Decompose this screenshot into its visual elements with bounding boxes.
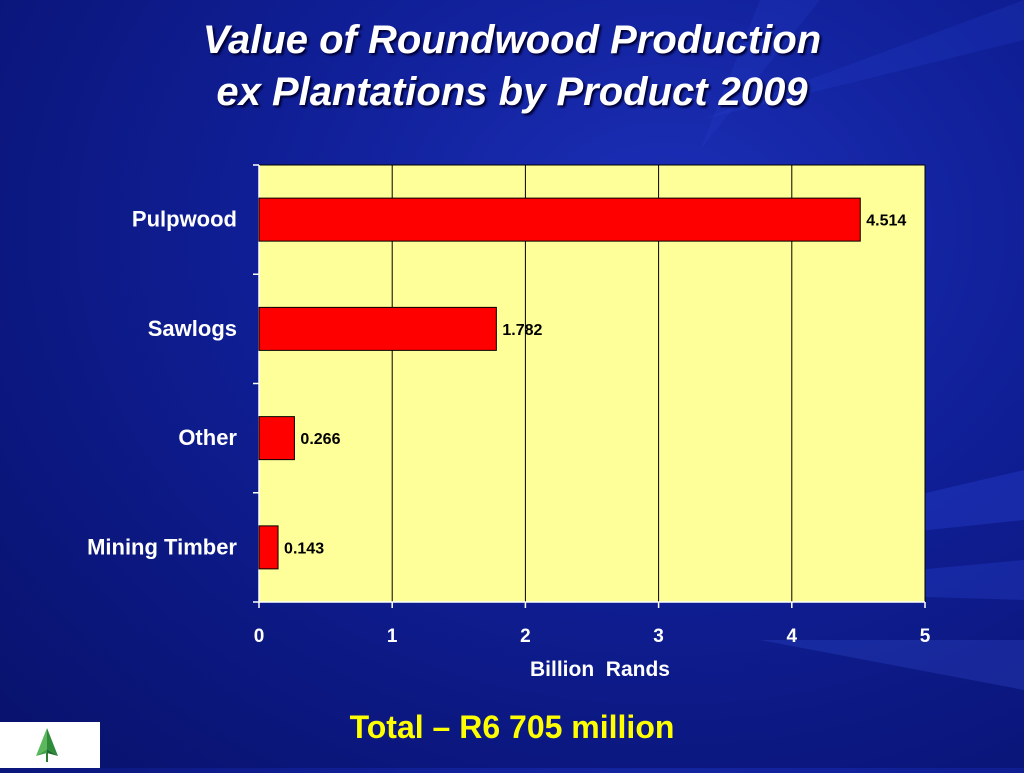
title-line-1: Value of Roundwood Production xyxy=(202,18,822,62)
category-label-0: Pulpwood xyxy=(132,207,237,232)
bar-0 xyxy=(258,197,861,242)
x-tick-label-3: 3 xyxy=(653,626,664,647)
x-tick-label-1: 1 xyxy=(387,626,398,647)
x-tick-label-5: 5 xyxy=(920,626,931,647)
bar-3 xyxy=(258,525,279,570)
total-note: Total – R6 705 million xyxy=(349,709,675,745)
x-tick-label-2: 2 xyxy=(520,626,531,647)
bar-chart: 0 1 2 3 4 5 Billion Rands Pulpwood 4.514 Sawlogs 1… xyxy=(87,164,931,681)
slide-title: Value of Roundwood Production ex Plantat… xyxy=(0,14,1024,118)
data-label-1: 1.782 xyxy=(502,322,542,339)
category-label-2: Other xyxy=(178,425,237,450)
x-axis-title: Billion Rands xyxy=(530,658,670,681)
category-label-3: Mining Timber xyxy=(87,534,237,559)
category-label-1: Sawlogs xyxy=(148,316,237,341)
data-label-0: 4.514 xyxy=(866,213,906,230)
tree-arrow-logo-icon xyxy=(36,728,58,762)
bar-2 xyxy=(258,416,295,461)
data-label-3: 0.143 xyxy=(284,540,324,557)
x-tick-label-0: 0 xyxy=(254,626,265,647)
title-line-2: ex Plantations by Product 2009 xyxy=(216,70,808,114)
x-tick-label-4: 4 xyxy=(787,626,798,647)
data-label-2: 0.266 xyxy=(300,431,340,448)
logo-box xyxy=(0,722,100,768)
bar-1 xyxy=(258,306,497,351)
